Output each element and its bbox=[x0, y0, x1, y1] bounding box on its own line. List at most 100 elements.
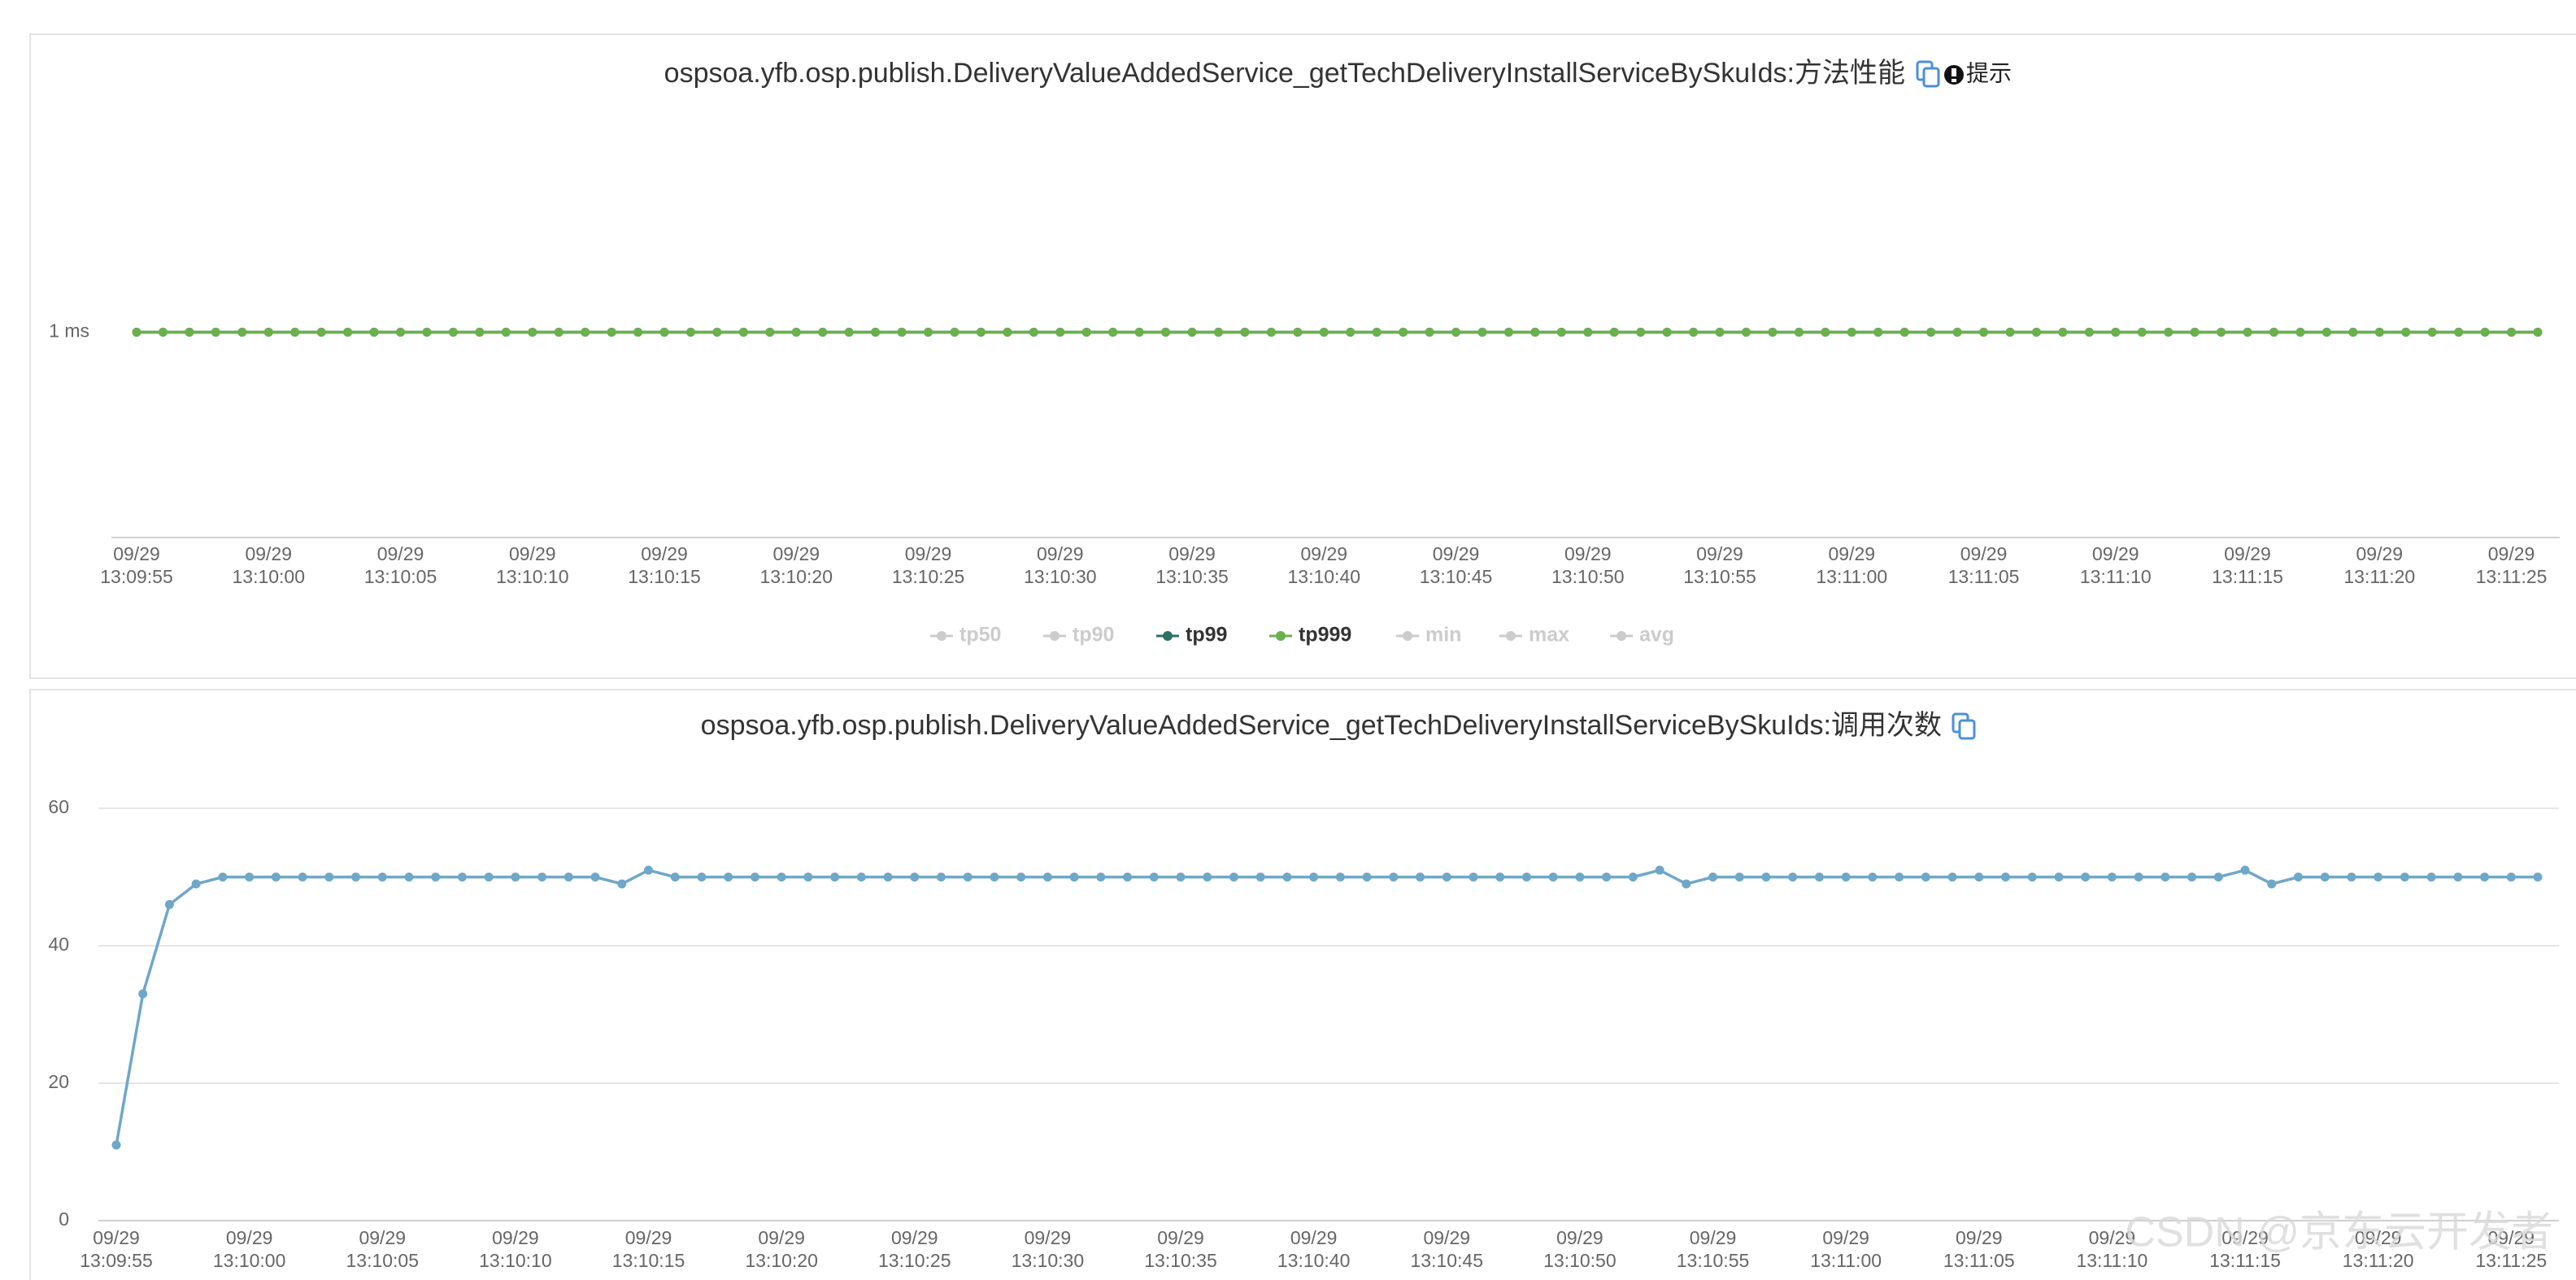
data-point bbox=[1947, 873, 1957, 882]
data-point bbox=[1029, 328, 1038, 337]
x-tick-label: 09/29 13:11:00 bbox=[1810, 1227, 1882, 1271]
legend-item[interactable]: tp99 bbox=[1156, 624, 1227, 647]
data-point bbox=[2081, 873, 2091, 882]
data-point bbox=[537, 873, 547, 882]
data-point bbox=[1282, 873, 1292, 882]
data-point bbox=[1096, 873, 1106, 882]
data-point bbox=[2321, 328, 2331, 337]
data-point bbox=[1583, 328, 1593, 337]
legend-item[interactable]: tp50 bbox=[930, 624, 1001, 647]
tip-icon[interactable] bbox=[1944, 65, 1964, 85]
data-point bbox=[2401, 328, 2411, 337]
data-point bbox=[1761, 873, 1771, 882]
legend-label: tp999 bbox=[1299, 624, 1351, 647]
data-point bbox=[1399, 328, 1408, 337]
x-tick-label: 09/29 13:10:00 bbox=[213, 1227, 286, 1271]
x-tick-label: 09/29 13:10:35 bbox=[1144, 1227, 1217, 1271]
data-point bbox=[2243, 328, 2252, 337]
data-point bbox=[1768, 328, 1778, 337]
data-point bbox=[1003, 328, 1012, 337]
data-point bbox=[1176, 873, 1186, 882]
x-tick-label: 09/29 13:10:10 bbox=[496, 543, 569, 587]
data-point bbox=[2058, 328, 2068, 337]
data-point bbox=[1868, 873, 1878, 882]
data-point bbox=[1682, 879, 1691, 889]
data-point bbox=[607, 328, 616, 337]
data-point bbox=[724, 873, 733, 882]
data-point bbox=[936, 873, 946, 882]
copy-icon[interactable] bbox=[1952, 712, 1976, 740]
x-tick-label: 09/29 13:11:15 bbox=[2209, 1227, 2281, 1271]
copy-icon[interactable] bbox=[1916, 60, 1940, 88]
x-tick-label: 09/29 13:10:35 bbox=[1155, 543, 1229, 587]
data-point bbox=[1952, 328, 1962, 337]
data-point bbox=[138, 989, 148, 999]
data-point bbox=[1602, 873, 1612, 882]
data-point bbox=[1335, 873, 1345, 882]
data-point bbox=[2453, 873, 2463, 882]
x-tick-label: 09/29 13:10:40 bbox=[1277, 1227, 1351, 1271]
legend-item[interactable]: tp90 bbox=[1043, 624, 1114, 647]
legend-label: tp99 bbox=[1186, 624, 1227, 647]
data-point bbox=[738, 328, 748, 337]
x-tick-label: 09/29 13:10:15 bbox=[628, 543, 701, 587]
data-point bbox=[2000, 873, 2010, 882]
data-point bbox=[211, 328, 220, 337]
data-point bbox=[1081, 328, 1091, 337]
data-point bbox=[1715, 328, 1725, 337]
data-point bbox=[1425, 328, 1434, 337]
data-point bbox=[1708, 873, 1718, 882]
y-tick-label: 60 bbox=[48, 796, 69, 817]
data-point bbox=[1266, 328, 1276, 337]
legend-item[interactable]: avg bbox=[1610, 624, 1674, 647]
data-point bbox=[1926, 328, 1936, 337]
data-point bbox=[2533, 873, 2543, 882]
chart-title: ospsoa.yfb.osp.publish.DeliveryValueAdde… bbox=[664, 58, 1905, 89]
data-point bbox=[1134, 328, 1144, 337]
legend-label: tp90 bbox=[1073, 624, 1114, 647]
x-tick-label: 09/29 13:11:25 bbox=[2476, 543, 2548, 587]
data-point bbox=[1794, 328, 1804, 337]
data-point bbox=[2295, 328, 2305, 337]
data-point bbox=[1974, 873, 1984, 882]
data-point bbox=[659, 328, 669, 337]
data-point bbox=[1895, 873, 1904, 882]
x-tick-label: 09/29 13:10:20 bbox=[745, 1227, 818, 1271]
legend-item[interactable]: min bbox=[1396, 624, 1461, 647]
legend-item[interactable]: max bbox=[1499, 624, 1569, 647]
data-point bbox=[791, 328, 801, 337]
data-point bbox=[263, 328, 273, 337]
data-point bbox=[1841, 873, 1851, 882]
legend-label: max bbox=[1529, 624, 1569, 647]
data-point bbox=[2269, 328, 2278, 337]
data-point bbox=[501, 328, 511, 337]
data-point bbox=[1979, 328, 1989, 337]
legend-item[interactable]: tp999 bbox=[1269, 624, 1351, 647]
y-tick-label: 40 bbox=[48, 934, 69, 955]
data-point bbox=[924, 328, 933, 337]
panel bbox=[29, 689, 2576, 1280]
data-point bbox=[1416, 873, 1425, 882]
data-point bbox=[976, 328, 986, 337]
x-tick-label: 09/29 13:10:30 bbox=[1012, 1227, 1085, 1271]
data-point bbox=[1293, 328, 1303, 337]
legend-label: tp50 bbox=[959, 624, 1001, 647]
data-point bbox=[1734, 873, 1744, 882]
data-point bbox=[963, 873, 973, 882]
tip-label[interactable]: 提示 bbox=[1966, 60, 2012, 85]
data-point bbox=[990, 873, 999, 882]
data-point bbox=[1469, 873, 1478, 882]
data-point bbox=[2107, 873, 2117, 882]
data-point bbox=[1899, 328, 1909, 337]
data-point bbox=[1655, 865, 1664, 875]
chart-title: ospsoa.yfb.osp.publish.DeliveryValueAdde… bbox=[701, 710, 1942, 741]
data-point bbox=[1362, 873, 1372, 882]
data-point bbox=[377, 873, 387, 882]
data-point bbox=[237, 328, 247, 337]
data-point bbox=[343, 328, 353, 337]
data-point bbox=[617, 879, 627, 889]
data-point bbox=[2217, 328, 2226, 337]
data-point bbox=[1055, 328, 1065, 337]
data-point bbox=[1309, 873, 1319, 882]
